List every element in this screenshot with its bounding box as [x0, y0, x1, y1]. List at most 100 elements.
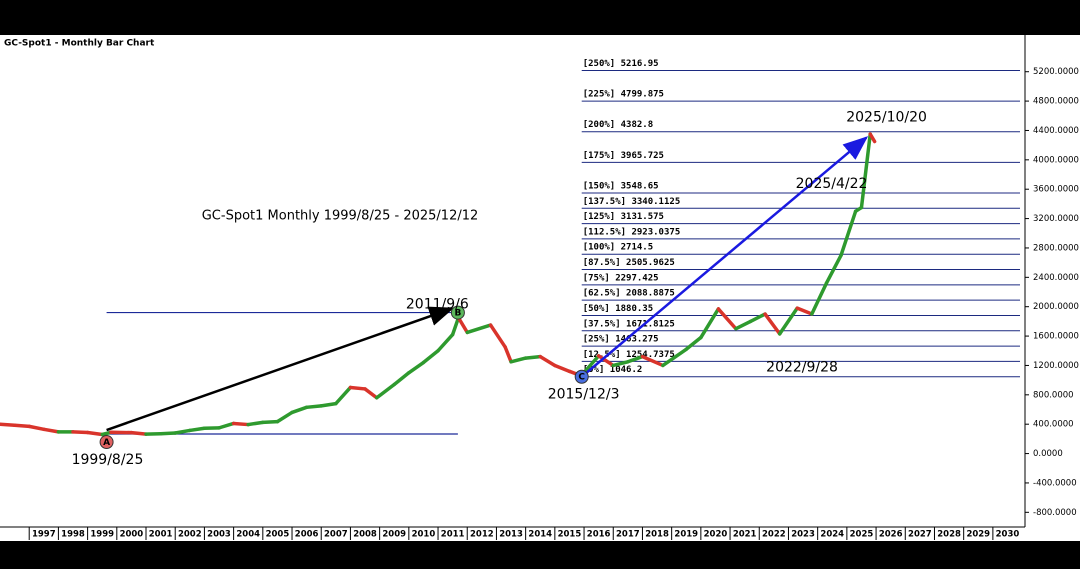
annotation: 2022/9/28: [766, 359, 838, 375]
price-segment: [503, 345, 513, 364]
top-bar: [0, 0, 1080, 35]
x-tick-label: 2008: [353, 530, 377, 540]
price-segment: [456, 315, 469, 335]
fib-label: [137.5%] 3340.1125: [583, 197, 681, 207]
fib-label: [225%] 4799.875: [583, 90, 664, 100]
fib-label: [50%] 1880.35: [583, 304, 653, 314]
x-tick-label: 2030: [996, 530, 1020, 540]
fib-label: [112.5%] 2923.0375: [583, 227, 681, 237]
price-segment: [509, 356, 528, 364]
annotation: 2025/10/20: [846, 110, 927, 126]
y-tick-label: 3200.0000: [1033, 214, 1079, 224]
price-segment: [465, 323, 493, 335]
y-tick-label: 2400.0000: [1033, 273, 1079, 283]
price-segment: [217, 421, 236, 430]
x-tick-label: 2004: [236, 530, 260, 540]
price-segment: [716, 307, 738, 331]
x-tick-label: 2025: [850, 530, 874, 540]
pivot-date: 2011/9/6: [406, 297, 469, 313]
price-segment: [795, 306, 814, 316]
price-segment: [188, 426, 207, 433]
y-tick-label: 1600.0000: [1033, 332, 1079, 342]
price-segment: [85, 430, 104, 437]
price-segment: [684, 335, 703, 352]
price-segment: [839, 209, 858, 258]
price-segment: [392, 371, 411, 387]
x-tick-label: 2003: [207, 530, 231, 540]
fib-label: [25%] 1463.275: [583, 335, 659, 345]
x-tick-label: 2017: [616, 530, 640, 540]
price-segment: [12, 423, 31, 429]
fib-label: [125%] 3131.575: [583, 212, 664, 222]
price-segment: [538, 354, 557, 368]
price-segment: [553, 363, 572, 374]
y-tick-label: 800.0000: [1033, 390, 1074, 400]
pivot-date: 1999/8/25: [72, 452, 144, 468]
x-tick-label: 2023: [791, 530, 815, 540]
price-segment: [734, 319, 753, 331]
x-tick-label: 1998: [61, 530, 85, 540]
price-segment: [231, 421, 250, 427]
x-tick-label: 2013: [499, 530, 523, 540]
price-segment: [261, 419, 280, 425]
price-segment: [868, 132, 877, 144]
x-tick-label: 2029: [966, 530, 990, 540]
pivot-letter: C: [578, 373, 585, 383]
price-segment: [640, 354, 665, 368]
y-tick-label: -800.0000: [1033, 508, 1077, 518]
fib-label: [87.5%] 2505.9625: [583, 258, 675, 268]
fib-label: [0%] 1046.2: [583, 365, 643, 375]
price-segment: [246, 420, 265, 427]
fib-label: [100%] 2714.5: [583, 243, 653, 253]
fib-label: [150%] 3548.65: [583, 181, 659, 191]
price-segment: [859, 132, 872, 210]
x-tick-label: 2015: [558, 530, 582, 540]
x-tick-label: 2019: [674, 530, 698, 540]
y-tick-label: 4800.0000: [1033, 97, 1079, 107]
arrow: [580, 136, 869, 378]
x-tick-label: 2010: [412, 530, 436, 540]
x-tick-label: 2000: [120, 530, 144, 540]
chart-title: GC-Spot1 - Monthly Bar Chart: [4, 39, 155, 49]
price-segment: [363, 387, 379, 400]
price-segment: [699, 307, 721, 340]
y-tick-label: 2000.0000: [1033, 302, 1079, 312]
x-tick-label: 2002: [178, 530, 202, 540]
price-segment: [319, 401, 338, 408]
pivot-letter: A: [103, 438, 110, 448]
x-tick-label: 2024: [820, 530, 844, 540]
price-segment: [436, 332, 455, 353]
price-segment: [275, 410, 294, 424]
fib-label: [175%] 3965.725: [583, 151, 664, 161]
price-segment: [407, 360, 426, 375]
y-tick-label: 3600.0000: [1033, 185, 1079, 195]
bottom-bar: [0, 541, 1080, 569]
x-tick-label: 1999: [90, 530, 114, 540]
x-tick-label: 2007: [324, 530, 348, 540]
x-tick-label: 2021: [733, 530, 757, 540]
price-segment: [596, 354, 615, 368]
price-segment: [421, 349, 440, 365]
price-segment: [661, 347, 689, 368]
x-tick-label: 2027: [908, 530, 932, 540]
x-tick-label: 2011: [441, 530, 465, 540]
price-segment: [304, 404, 323, 410]
x-tick-label: 1997: [32, 530, 56, 540]
price-segment: [42, 427, 61, 434]
x-tick-label: 2012: [470, 530, 494, 540]
pivot-letter: B: [454, 309, 461, 319]
price-segment: [626, 354, 645, 364]
pivot-marker: [99, 435, 114, 450]
y-tick-label: 1200.0000: [1033, 361, 1079, 371]
y-tick-label: 400.0000: [1033, 420, 1074, 430]
pivot-marker: [450, 305, 465, 320]
price-segment: [374, 382, 396, 400]
arrow: [106, 306, 455, 432]
price-segment: [824, 253, 843, 285]
price-segment: [27, 424, 46, 432]
price-segment: [348, 385, 367, 391]
price-segment: [810, 281, 829, 316]
price-segment: [129, 430, 148, 436]
price-segment: [488, 323, 507, 349]
